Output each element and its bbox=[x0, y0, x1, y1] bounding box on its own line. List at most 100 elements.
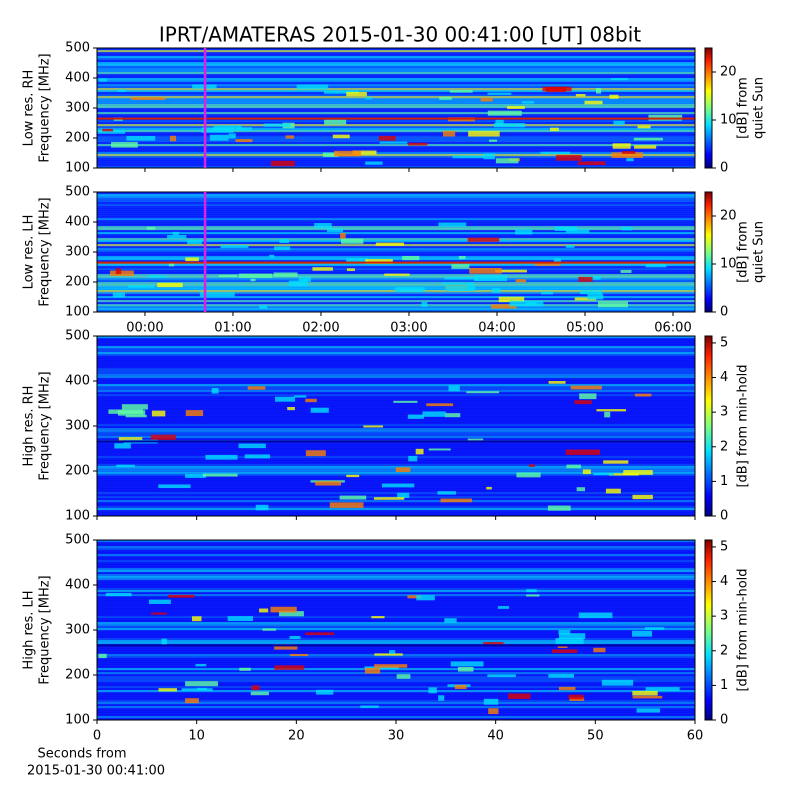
heatmap-band bbox=[97, 492, 695, 495]
heatmap-patch bbox=[251, 685, 260, 691]
heatmap-band bbox=[97, 152, 695, 155]
heatmap-patch bbox=[185, 698, 199, 704]
heatmap-band bbox=[97, 198, 695, 201]
heatmap-band bbox=[97, 134, 695, 137]
heatmap-patch bbox=[395, 287, 425, 292]
heatmap-patch bbox=[158, 688, 177, 692]
heatmap-patch bbox=[565, 245, 575, 248]
heatmap-band bbox=[97, 278, 695, 281]
heatmap-band bbox=[97, 338, 695, 341]
heatmap-patch bbox=[633, 137, 663, 141]
heatmap-patch bbox=[322, 152, 339, 157]
heatmap-patch bbox=[547, 505, 571, 511]
y-axis-label: Frequency [MHz] bbox=[38, 197, 53, 306]
heatmap-band bbox=[97, 372, 695, 375]
heatmap-patch bbox=[634, 393, 652, 397]
heatmap-band bbox=[97, 210, 695, 213]
heatmap-band bbox=[97, 594, 695, 597]
heatmap-patch bbox=[374, 653, 403, 656]
heatmap-band bbox=[97, 626, 695, 629]
heatmap-patch bbox=[480, 97, 493, 102]
heatmap-patch bbox=[269, 254, 275, 258]
heatmap-band bbox=[97, 72, 695, 75]
colorbar-tick-label: 4 bbox=[720, 574, 728, 589]
heatmap-band bbox=[97, 586, 695, 589]
heatmap-band bbox=[97, 458, 695, 461]
heatmap-patch bbox=[402, 255, 420, 261]
heatmap-band bbox=[97, 550, 695, 553]
heatmap-patch bbox=[442, 130, 456, 137]
x-tick-label: 05:00 bbox=[566, 321, 603, 336]
heatmap-band bbox=[97, 670, 695, 673]
heatmap-band bbox=[97, 548, 695, 551]
heatmap-patch bbox=[373, 497, 405, 500]
y-tick-label: 500 bbox=[65, 533, 90, 548]
heatmap-band bbox=[97, 546, 695, 549]
heatmap-patch bbox=[239, 667, 251, 671]
heatmap-band bbox=[97, 502, 695, 505]
x-tick-label: 0 bbox=[93, 729, 101, 744]
heatmap-patch bbox=[326, 228, 344, 232]
heatmap-patch bbox=[341, 238, 364, 244]
heatmap-patch bbox=[550, 127, 559, 132]
heatmap-band bbox=[97, 382, 695, 385]
heatmap-patch bbox=[578, 276, 593, 282]
heatmap-band bbox=[97, 420, 695, 423]
y-tick-label: 500 bbox=[65, 185, 90, 200]
heatmap-patch bbox=[546, 86, 567, 93]
heatmap-patch bbox=[437, 491, 456, 495]
heatmap-band bbox=[97, 80, 695, 83]
heatmap-patch bbox=[99, 78, 108, 82]
heatmap-band bbox=[97, 572, 695, 575]
colorbar-label: [dB] from min-hold bbox=[736, 568, 751, 691]
heatmap-patch bbox=[289, 635, 301, 640]
heatmap-patch bbox=[227, 616, 253, 622]
heatmap-patch bbox=[395, 467, 411, 473]
heatmap-patch bbox=[438, 695, 445, 701]
heatmap-band bbox=[97, 218, 695, 221]
heatmap-patch bbox=[558, 686, 576, 691]
heatmap-band bbox=[97, 568, 695, 571]
heatmap-patch bbox=[526, 589, 537, 593]
heatmap-band bbox=[97, 384, 695, 387]
heatmap-patch bbox=[575, 93, 586, 97]
heatmap-band bbox=[97, 596, 695, 599]
heatmap-patch bbox=[168, 594, 195, 598]
heatmap-band bbox=[97, 214, 695, 217]
heatmap-patch bbox=[610, 78, 628, 81]
heatmap-band bbox=[97, 202, 695, 205]
heatmap-patch bbox=[596, 87, 602, 94]
heatmap-band bbox=[97, 52, 695, 55]
heatmap-patch bbox=[397, 492, 410, 498]
heatmap-patch bbox=[415, 448, 424, 455]
heatmap-band bbox=[97, 414, 695, 417]
heatmap-patch bbox=[578, 612, 613, 619]
y-tick-label: 100 bbox=[65, 713, 90, 728]
heatmap-patch bbox=[576, 487, 586, 492]
heatmap-band bbox=[97, 588, 695, 591]
colorbar-tick-label: 0 bbox=[720, 161, 728, 176]
heatmap-band bbox=[97, 404, 695, 407]
heatmap-patch bbox=[565, 229, 590, 233]
heatmap-patch bbox=[554, 226, 577, 231]
heatmap-patch bbox=[150, 612, 167, 615]
heatmap-band bbox=[97, 378, 695, 381]
heatmap-patch bbox=[407, 595, 422, 599]
y-tick-label: 100 bbox=[65, 509, 90, 524]
heatmap-band bbox=[97, 450, 695, 453]
heatmap-patch bbox=[346, 474, 360, 478]
heatmap-patch bbox=[558, 629, 571, 635]
heatmap-patch bbox=[483, 153, 495, 160]
heatmap-patch bbox=[555, 638, 584, 644]
heatmap-patch bbox=[323, 90, 359, 94]
heatmap-band bbox=[97, 62, 695, 65]
heatmap-patch bbox=[483, 698, 499, 705]
heatmap-patch bbox=[558, 633, 586, 640]
heatmap-band bbox=[97, 224, 695, 227]
heatmap-band bbox=[97, 360, 695, 363]
heatmap-band bbox=[97, 584, 695, 587]
heatmap-patch bbox=[637, 125, 651, 129]
heatmap-band bbox=[97, 376, 695, 379]
heatmap-line bbox=[97, 261, 695, 264]
heatmap-band bbox=[97, 446, 695, 449]
